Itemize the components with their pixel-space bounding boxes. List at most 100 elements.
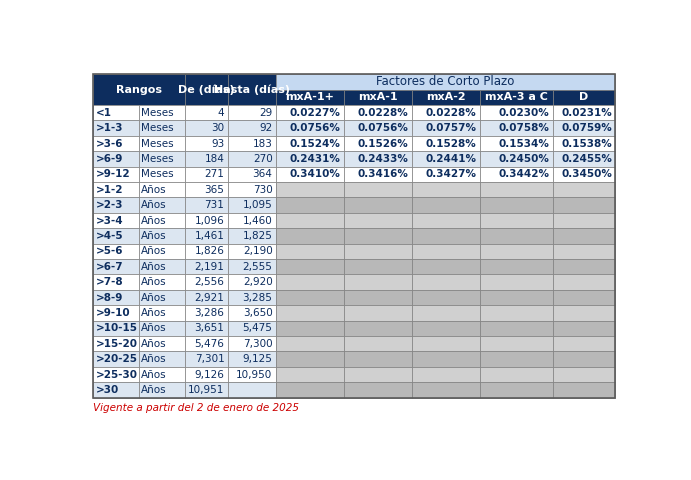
Bar — [343, 336, 412, 351]
Text: 1,095: 1,095 — [243, 200, 272, 210]
Text: Años: Años — [141, 185, 167, 195]
Text: 0.3442%: 0.3442% — [498, 169, 549, 180]
Bar — [139, 244, 184, 259]
Text: 0.1528%: 0.1528% — [426, 139, 476, 148]
Text: 2,191: 2,191 — [195, 262, 225, 272]
Text: 0.2441%: 0.2441% — [426, 154, 476, 164]
Bar — [227, 351, 276, 367]
Text: Años: Años — [141, 200, 167, 210]
Text: 5,476: 5,476 — [195, 339, 225, 349]
Text: Años: Años — [141, 231, 167, 241]
Bar — [93, 244, 139, 259]
Text: 30: 30 — [211, 123, 225, 133]
Bar — [412, 213, 480, 228]
Bar — [227, 167, 276, 182]
Text: Años: Años — [141, 385, 167, 395]
Bar — [343, 259, 412, 275]
Bar — [276, 228, 343, 244]
Bar — [93, 120, 139, 136]
Text: 2,921: 2,921 — [195, 292, 225, 302]
Bar — [184, 213, 227, 228]
Bar — [276, 182, 343, 197]
Text: 93: 93 — [211, 139, 225, 148]
Text: >1-3: >1-3 — [96, 123, 124, 133]
Bar — [412, 182, 480, 197]
Text: >2-3: >2-3 — [96, 200, 124, 210]
Text: 1,825: 1,825 — [243, 231, 272, 241]
Bar — [276, 321, 343, 336]
Bar — [227, 105, 276, 120]
Bar — [553, 120, 616, 136]
Bar — [184, 336, 227, 351]
Text: Años: Años — [141, 324, 167, 333]
Bar — [93, 321, 139, 336]
Bar — [93, 305, 139, 321]
Text: Hasta (días): Hasta (días) — [214, 84, 290, 95]
Bar — [553, 275, 616, 290]
Bar — [139, 321, 184, 336]
Bar — [343, 105, 412, 120]
Text: Años: Años — [141, 246, 167, 256]
Bar — [139, 182, 184, 197]
Bar — [276, 105, 343, 120]
Text: >3-6: >3-6 — [96, 139, 124, 148]
Text: 0.0231%: 0.0231% — [562, 108, 612, 118]
Bar — [343, 382, 412, 397]
Text: 0.2455%: 0.2455% — [561, 154, 612, 164]
Bar — [93, 213, 139, 228]
Bar — [227, 382, 276, 397]
Text: 9,125: 9,125 — [243, 354, 272, 364]
Bar — [139, 197, 184, 213]
Text: 3,285: 3,285 — [243, 292, 272, 302]
Text: 7,301: 7,301 — [195, 354, 225, 364]
Text: Años: Años — [141, 277, 167, 287]
Text: Vigente a partir del 2 de enero de 2025: Vigente a partir del 2 de enero de 2025 — [93, 403, 299, 413]
Bar — [343, 228, 412, 244]
Bar — [184, 305, 227, 321]
Text: 0.1538%: 0.1538% — [562, 139, 612, 148]
Bar — [184, 275, 227, 290]
Text: Meses: Meses — [141, 139, 173, 148]
Bar — [93, 228, 139, 244]
Text: 0.0228%: 0.0228% — [426, 108, 476, 118]
Bar — [480, 351, 553, 367]
Text: 0.0228%: 0.0228% — [358, 108, 408, 118]
Bar — [139, 213, 184, 228]
Bar — [227, 259, 276, 275]
Bar — [553, 197, 616, 213]
Bar — [480, 275, 553, 290]
Text: >30: >30 — [96, 385, 120, 395]
Bar — [343, 244, 412, 259]
Bar — [184, 74, 227, 105]
Bar — [412, 228, 480, 244]
Bar — [227, 244, 276, 259]
Bar — [343, 351, 412, 367]
Bar — [227, 213, 276, 228]
Text: mxA-2: mxA-2 — [426, 92, 466, 102]
Bar — [184, 367, 227, 382]
Bar — [412, 275, 480, 290]
Bar — [93, 290, 139, 305]
Text: Meses: Meses — [141, 169, 173, 180]
Bar — [184, 321, 227, 336]
Bar — [553, 90, 616, 105]
Bar — [343, 90, 412, 105]
Text: 1,461: 1,461 — [195, 231, 225, 241]
Bar — [553, 213, 616, 228]
Bar — [139, 367, 184, 382]
Bar — [139, 351, 184, 367]
Text: 730: 730 — [253, 185, 272, 195]
Text: 0.0756%: 0.0756% — [290, 123, 341, 133]
Text: >7-8: >7-8 — [96, 277, 124, 287]
Bar — [553, 305, 616, 321]
Bar — [480, 228, 553, 244]
Bar — [227, 136, 276, 151]
Bar — [276, 351, 343, 367]
Bar — [412, 382, 480, 397]
Bar — [276, 213, 343, 228]
Text: mxA-3 a C: mxA-3 a C — [484, 92, 547, 102]
Bar — [139, 290, 184, 305]
Bar — [553, 105, 616, 120]
Bar — [412, 259, 480, 275]
Text: 0.3416%: 0.3416% — [357, 169, 408, 180]
